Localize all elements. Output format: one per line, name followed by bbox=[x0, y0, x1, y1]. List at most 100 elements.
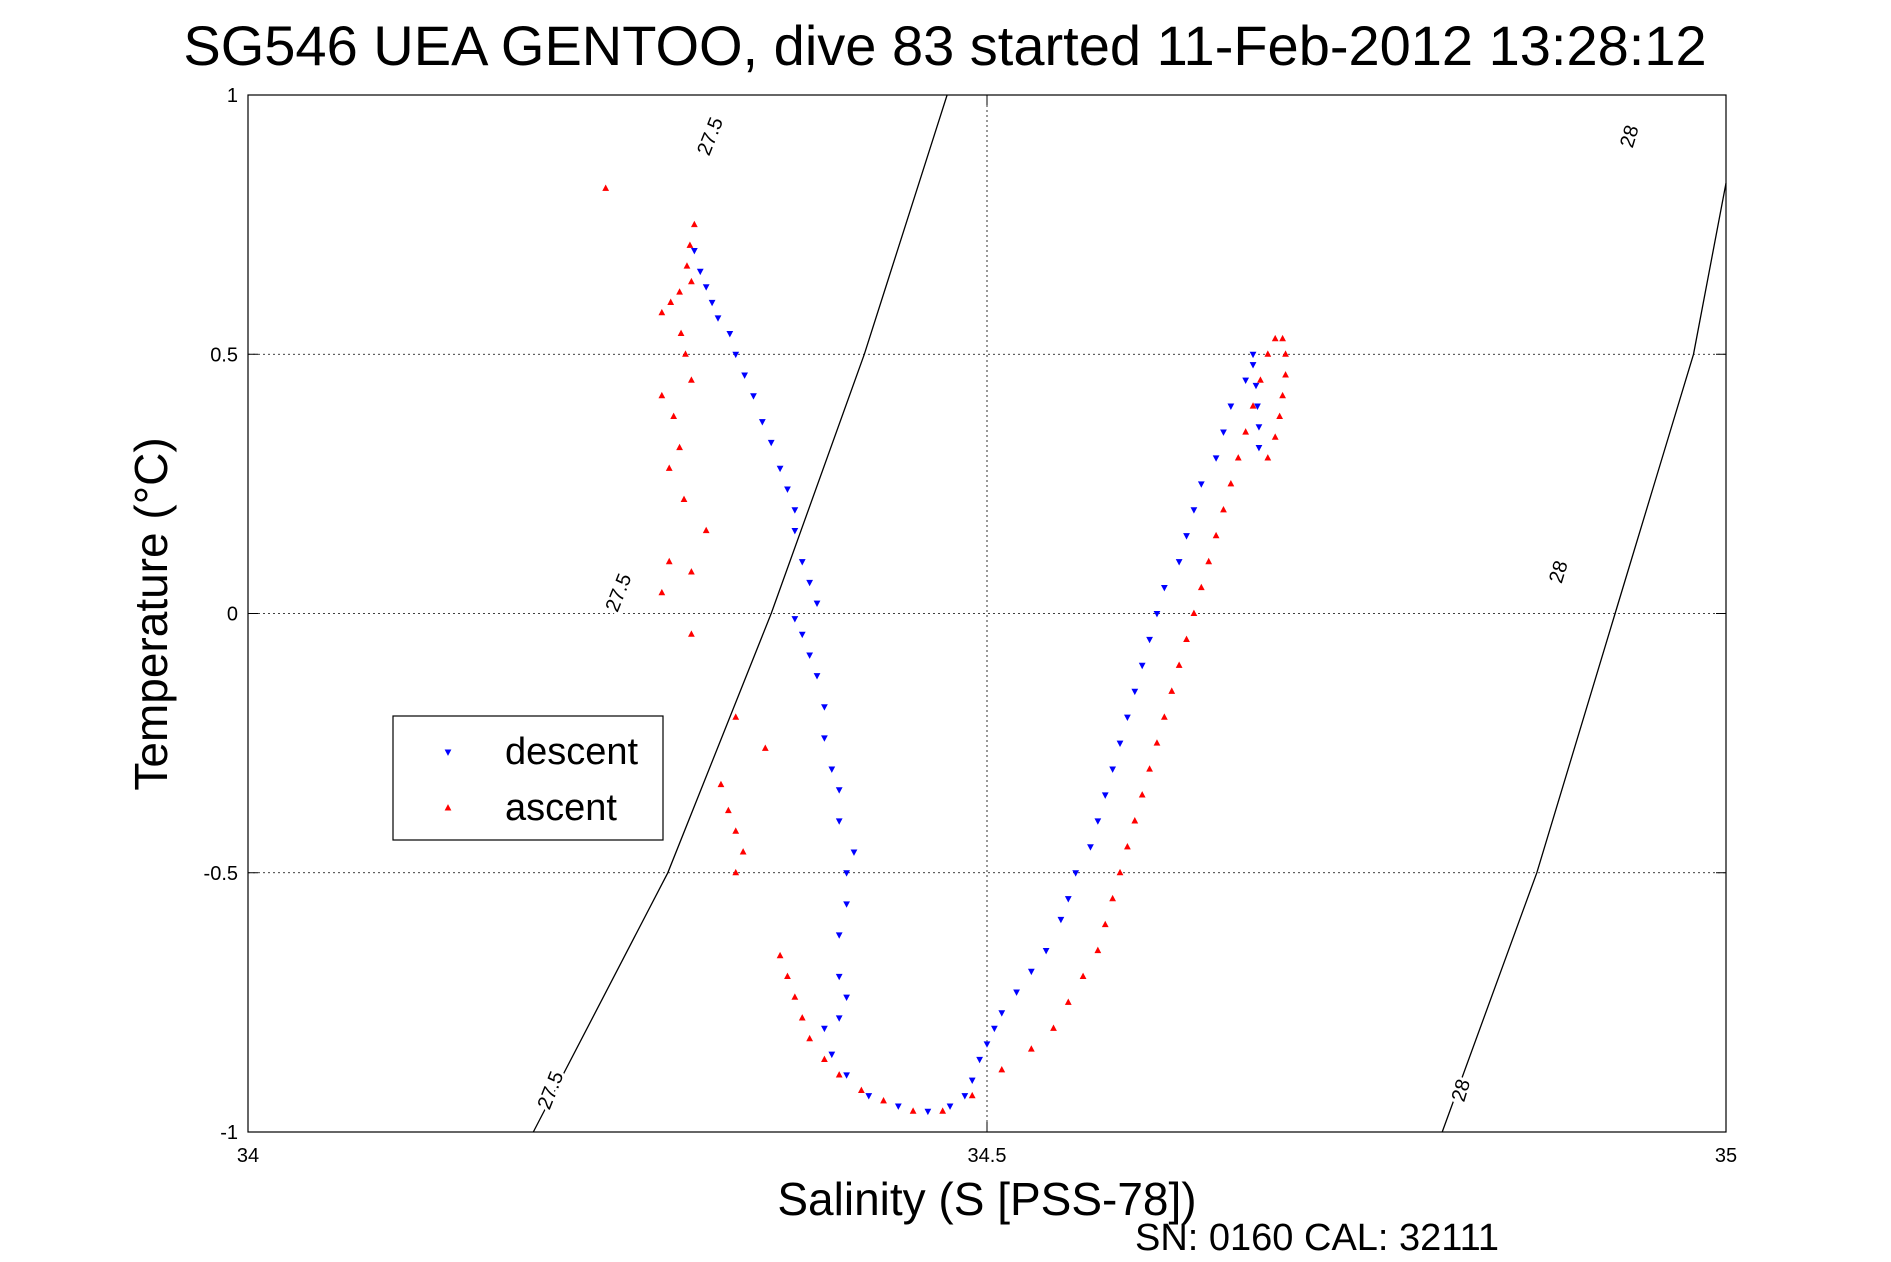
descent-point bbox=[843, 1072, 850, 1079]
descent-point bbox=[1242, 377, 1250, 385]
descent-point bbox=[1027, 968, 1035, 976]
ascent-point bbox=[732, 868, 740, 876]
ascent-point bbox=[761, 744, 769, 751]
ascent-point bbox=[857, 1086, 865, 1094]
descent-point bbox=[1227, 403, 1235, 410]
descent-point bbox=[776, 465, 784, 473]
y-tick-label: -0.5 bbox=[204, 863, 238, 885]
descent-series bbox=[690, 248, 1263, 1116]
ascent-point bbox=[1276, 412, 1284, 420]
ascent-point bbox=[1282, 350, 1289, 357]
ascent-point bbox=[1138, 791, 1146, 798]
ascent-point bbox=[670, 412, 678, 420]
legend-box bbox=[392, 715, 664, 841]
y-tick-label: -1 bbox=[220, 1122, 238, 1144]
descent-point bbox=[767, 439, 775, 447]
descent-point bbox=[1124, 714, 1131, 722]
descent-point bbox=[1220, 429, 1227, 436]
ascent-point bbox=[688, 376, 695, 383]
descent-point bbox=[1197, 481, 1205, 488]
density-contour-line bbox=[1441, 182, 1727, 1133]
legend: descent ascent bbox=[392, 715, 664, 841]
descent-point bbox=[835, 787, 843, 794]
descent-point bbox=[714, 315, 722, 322]
descent-point bbox=[998, 1010, 1006, 1017]
ascent-point bbox=[1079, 972, 1087, 979]
ascent-point bbox=[686, 241, 694, 248]
y-axis-label: Temperature (°C) bbox=[125, 437, 177, 790]
ascent-point bbox=[1242, 428, 1250, 435]
descent-point bbox=[843, 994, 850, 1002]
data-points bbox=[602, 184, 1289, 1116]
descent-point bbox=[835, 818, 843, 825]
legend-label-descent: descent bbox=[505, 731, 639, 773]
ascent-point bbox=[683, 262, 691, 269]
descent-point bbox=[806, 652, 814, 659]
y-tick-label: 0.5 bbox=[210, 344, 238, 366]
descent-point bbox=[991, 1025, 998, 1033]
ascent-point bbox=[602, 184, 610, 191]
ascent-point bbox=[658, 391, 666, 399]
ascent-point bbox=[1249, 402, 1257, 409]
descent-point bbox=[813, 673, 821, 680]
ascent-point bbox=[1264, 454, 1272, 461]
descent-point bbox=[1190, 507, 1198, 514]
descent-point bbox=[750, 393, 757, 400]
descent-point bbox=[806, 579, 814, 587]
ascent-point bbox=[1116, 868, 1124, 876]
descent-point bbox=[1057, 916, 1065, 924]
descent-point bbox=[791, 527, 799, 535]
descent-point bbox=[1249, 362, 1257, 369]
descent-point bbox=[983, 1041, 991, 1048]
ascent-point bbox=[1264, 350, 1272, 357]
ascent-point bbox=[667, 298, 675, 305]
descent-point bbox=[843, 901, 850, 908]
descent-point bbox=[828, 766, 836, 773]
descent-point bbox=[1109, 766, 1117, 773]
descent-point bbox=[835, 932, 843, 939]
ascent-point bbox=[1183, 635, 1190, 642]
ascent-point bbox=[702, 526, 710, 534]
y-tick-label: 0 bbox=[227, 604, 238, 626]
serial-calibration-footer: SN: 0160 CAL: 32111 bbox=[1135, 1217, 1499, 1259]
ascent-point bbox=[1271, 433, 1279, 440]
descent-point bbox=[865, 1093, 873, 1100]
descent-point bbox=[791, 507, 799, 514]
descent-point bbox=[1212, 455, 1220, 462]
descent-point bbox=[1013, 989, 1020, 996]
ascent-point bbox=[676, 288, 683, 295]
ascent-point bbox=[1175, 661, 1183, 668]
x-axis-label: Salinity (S [PSS-78]) bbox=[777, 1173, 1196, 1225]
descent-point bbox=[1255, 445, 1263, 452]
y-tick-label: 1 bbox=[227, 85, 238, 107]
ascent-point bbox=[1220, 505, 1227, 513]
ascent-point bbox=[1212, 531, 1220, 539]
ascent-point bbox=[939, 1107, 947, 1114]
descent-point bbox=[1087, 844, 1094, 851]
ascent-point bbox=[717, 780, 725, 788]
descent-point bbox=[1072, 870, 1080, 877]
ascent-point bbox=[1168, 687, 1176, 694]
ascent-point bbox=[665, 557, 673, 565]
descent-point bbox=[726, 330, 734, 338]
descent-point bbox=[1094, 818, 1102, 825]
descent-point bbox=[696, 268, 704, 276]
descent-point bbox=[821, 735, 828, 742]
ascent-point bbox=[1271, 334, 1279, 342]
ascent-point bbox=[998, 1065, 1006, 1073]
ascent-point bbox=[1190, 609, 1198, 617]
ascent-point bbox=[1027, 1045, 1035, 1052]
ascent-point bbox=[658, 308, 666, 316]
legend-entries: descent ascent bbox=[444, 731, 639, 829]
ascent-point bbox=[1279, 391, 1286, 399]
ascent-point bbox=[835, 1071, 843, 1078]
descent-point bbox=[968, 1077, 976, 1084]
ascent-point bbox=[968, 1091, 976, 1099]
ascent-point bbox=[1197, 583, 1205, 591]
descent-point bbox=[924, 1108, 932, 1116]
descent-point bbox=[1101, 792, 1109, 799]
descent-point bbox=[791, 616, 799, 623]
ascent-point bbox=[680, 495, 688, 502]
ascent-point bbox=[1101, 920, 1109, 928]
descent-point bbox=[758, 419, 766, 426]
